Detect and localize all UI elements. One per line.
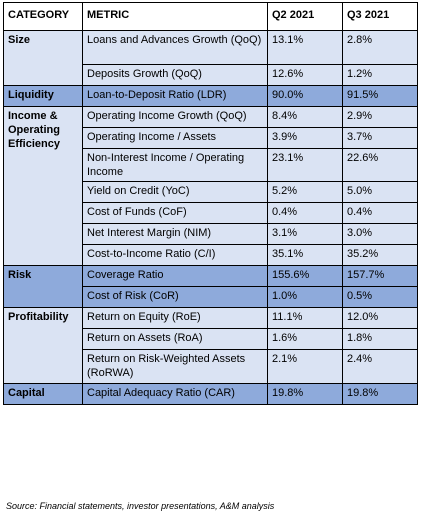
- category-cell: Liquidity: [3, 85, 83, 107]
- header-metric: METRIC: [82, 2, 268, 31]
- q3-value-cell: 91.5%: [342, 85, 418, 107]
- metric-cell: Loan-to-Deposit Ratio (LDR): [82, 85, 268, 107]
- header-category: CATEGORY: [3, 2, 83, 31]
- category-cell: Capital: [3, 383, 83, 405]
- q3-value-cell: 0.5%: [342, 286, 418, 308]
- q2-value-cell: 155.6%: [267, 265, 343, 287]
- q2-value-cell: 8.4%: [267, 106, 343, 128]
- metric-cell: Cost-to-Income Ratio (C/I): [82, 244, 268, 266]
- q3-value-cell: 22.6%: [342, 148, 418, 182]
- q3-value-cell: 2.9%: [342, 106, 418, 128]
- q2-value-cell: 11.1%: [267, 307, 343, 329]
- table-row: Capital Capital Adequacy Ratio (CAR) 19.8%…: [3, 383, 418, 405]
- q2-value-cell: 13.1%: [267, 30, 343, 65]
- metric-cell: Operating Income / Assets: [82, 127, 268, 149]
- metric-cell: Capital Adequacy Ratio (CAR): [82, 383, 268, 405]
- q2-value-cell: 1.0%: [267, 286, 343, 308]
- table-row: Cost of Funds (CoF) 0.4% 0.4%: [4, 202, 418, 224]
- q3-value-cell: 0.4%: [342, 202, 418, 224]
- q3-value-cell: 1.8%: [342, 328, 418, 350]
- q2-value-cell: 90.0%: [267, 85, 343, 107]
- metric-cell: Cost of Risk (CoR): [82, 286, 268, 308]
- metric-cell: Loans and Advances Growth (QoQ): [82, 30, 268, 65]
- metric-cell: Return on Equity (RoE): [82, 307, 268, 329]
- table-row: Non-Interest Income / Operating Income 23…: [4, 148, 418, 182]
- table-row: Return on Assets (RoA) 1.6% 1.8%: [4, 328, 418, 350]
- q3-value-cell: 35.2%: [342, 244, 418, 266]
- q2-value-cell: 35.1%: [267, 244, 343, 266]
- metric-cell: Cost of Funds (CoF): [82, 202, 268, 224]
- table-row: Liquidity Loan-to-Deposit Ratio (LDR) 90.0…: [3, 85, 418, 107]
- header-row: CATEGORY METRIC Q2 2021 Q3 2021: [3, 2, 418, 31]
- q3-value-cell: 19.8%: [342, 383, 418, 405]
- metric-cell: Return on Assets (RoA): [82, 328, 268, 350]
- source-note: Source: Financial statements, investor p…: [6, 501, 275, 511]
- category-cell: Income & Operating Efficiency: [3, 106, 83, 266]
- metric-cell: Deposits Growth (QoQ): [82, 64, 268, 86]
- metrics-table: CATEGORY METRIC Q2 2021 Q3 2021 Size Loan…: [3, 2, 418, 405]
- q2-value-cell: 1.6%: [267, 328, 343, 350]
- metric-cell: Operating Income Growth (QoQ): [82, 106, 268, 128]
- table-row: Cost of Risk (CoR) 1.0% 0.5%: [4, 286, 418, 308]
- table-row: Profitability Return on Equity (RoE) 11.1%…: [3, 307, 418, 384]
- q3-value-cell: 2.4%: [342, 349, 418, 384]
- q3-value-cell: 1.2%: [342, 64, 418, 86]
- table-body: Size Loans and Advances Growth (QoQ) 13.1%…: [3, 30, 418, 405]
- header-q2: Q2 2021: [267, 2, 343, 31]
- metric-cell: Non-Interest Income / Operating Income: [82, 148, 268, 182]
- metric-cell: Return on Risk-Weighted Assets (RoRWA): [82, 349, 268, 384]
- q2-value-cell: 23.1%: [267, 148, 343, 182]
- table-row: Deposits Growth (QoQ) 12.6% 1.2%: [4, 64, 418, 86]
- header-q3: Q3 2021: [342, 2, 418, 31]
- table-row: Operating Income / Assets 3.9% 3.7%: [4, 127, 418, 149]
- category-cell: Size: [3, 30, 83, 86]
- table-row: Risk Coverage Ratio 155.6% 157.7%: [3, 265, 418, 308]
- category-cell: Profitability: [3, 307, 83, 384]
- q3-value-cell: 2.8%: [342, 30, 418, 65]
- table-row: Net Interest Margin (NIM) 3.1% 3.0%: [4, 223, 418, 245]
- metric-cell: Yield on Credit (YoC): [82, 181, 268, 203]
- q3-value-cell: 3.7%: [342, 127, 418, 149]
- table-row: Income & Operating Efficiency Operating I…: [3, 106, 418, 266]
- q2-value-cell: 5.2%: [267, 181, 343, 203]
- table-row: Yield on Credit (YoC) 5.2% 5.0%: [4, 181, 418, 203]
- q3-value-cell: 12.0%: [342, 307, 418, 329]
- q3-value-cell: 5.0%: [342, 181, 418, 203]
- q2-value-cell: 3.1%: [267, 223, 343, 245]
- q2-value-cell: 12.6%: [267, 64, 343, 86]
- q2-value-cell: 3.9%: [267, 127, 343, 149]
- q3-value-cell: 157.7%: [342, 265, 418, 287]
- metric-cell: Net Interest Margin (NIM): [82, 223, 268, 245]
- category-cell: Risk: [3, 265, 83, 308]
- q2-value-cell: 2.1%: [267, 349, 343, 384]
- q2-value-cell: 0.4%: [267, 202, 343, 224]
- table-row: Size Loans and Advances Growth (QoQ) 13.1%…: [3, 30, 418, 86]
- q3-value-cell: 3.0%: [342, 223, 418, 245]
- metric-cell: Coverage Ratio: [82, 265, 268, 287]
- q2-value-cell: 19.8%: [267, 383, 343, 405]
- table-row: Return on Risk-Weighted Assets (RoRWA) 2.…: [4, 349, 418, 384]
